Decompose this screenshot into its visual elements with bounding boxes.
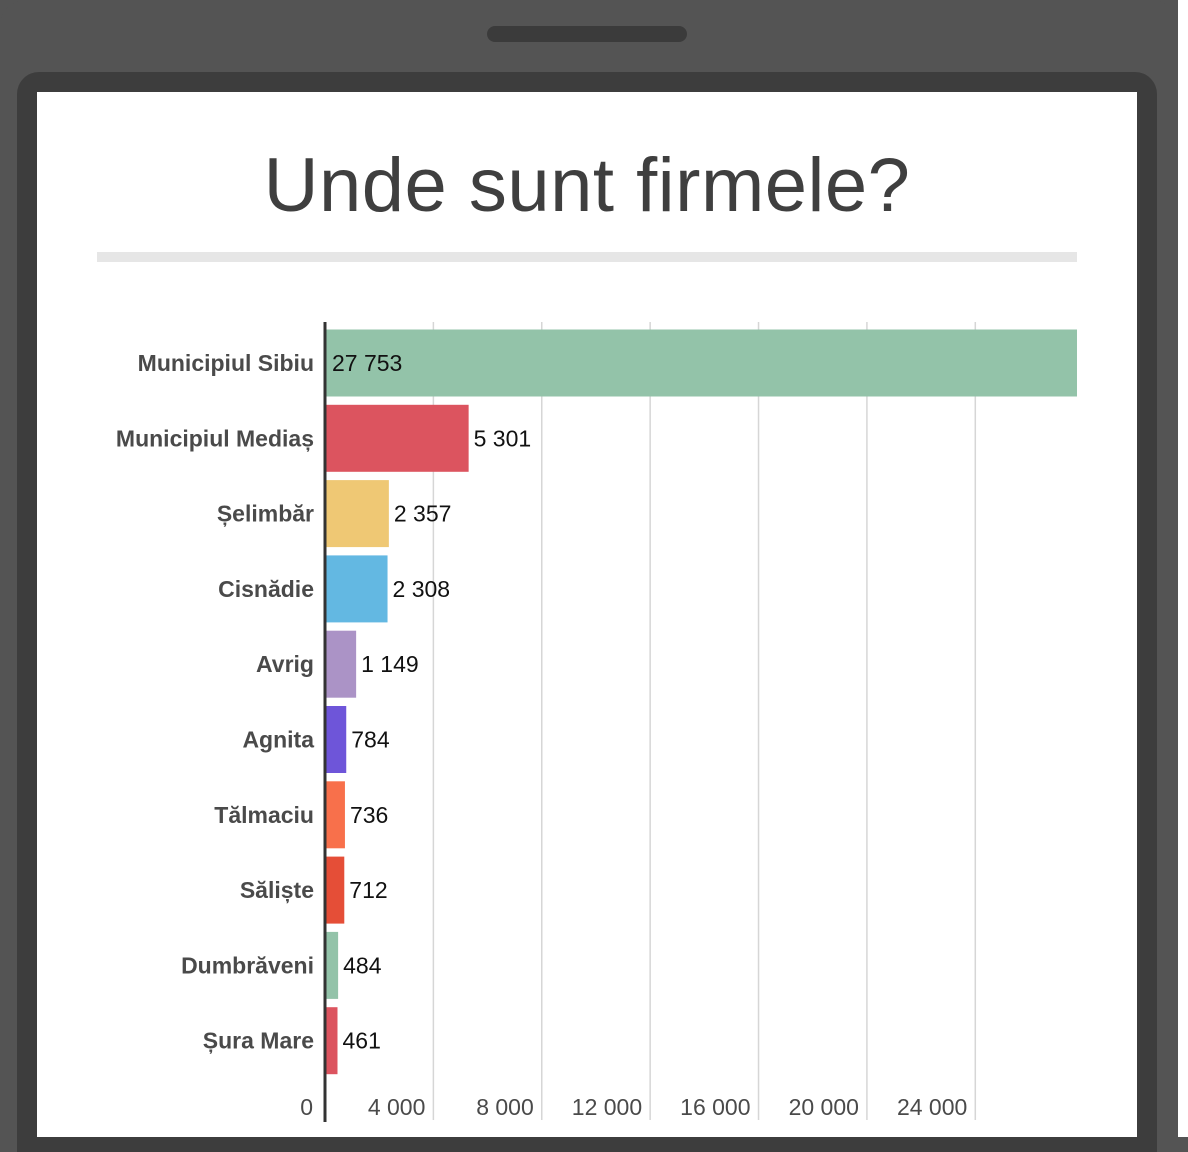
bar xyxy=(325,706,347,773)
x-tick-label: 12 000 xyxy=(572,1094,642,1120)
category-label: Municipiul Sibiu xyxy=(138,350,314,376)
value-label: 2 357 xyxy=(394,501,452,527)
bar xyxy=(325,555,388,623)
category-label: Municipiul Mediaș xyxy=(116,425,314,452)
chart-screen: Unde sunt firmele? xyxy=(37,92,1137,1137)
label-layer: Municipiul Sibiu 27 753 Municipiul Mediaș 5… xyxy=(116,350,531,1055)
value-label: 5 301 xyxy=(474,425,532,451)
value-label: 2 308 xyxy=(393,576,451,602)
x-tick-label: 8 000 xyxy=(476,1094,534,1120)
bar xyxy=(325,404,469,472)
chart-title: Unde sunt firmele? xyxy=(263,143,911,228)
device-edge xyxy=(1178,0,1188,1137)
category-label: Șelimbăr xyxy=(217,501,314,528)
value-label: 712 xyxy=(349,877,387,903)
value-label: 484 xyxy=(343,952,382,978)
value-label: 784 xyxy=(351,727,390,753)
category-label: Tălmaciu xyxy=(214,802,314,828)
bar xyxy=(325,931,339,999)
value-label: 27 753 xyxy=(332,350,402,376)
bar xyxy=(325,630,357,698)
bar xyxy=(325,781,345,849)
x-tick-label: 24 000 xyxy=(897,1094,967,1120)
bar xyxy=(325,329,1077,397)
tick-layer: 0 4 000 8 000 12 000 16 000 20 000 24 000 xyxy=(300,1094,967,1120)
category-label: Cisnădie xyxy=(218,576,314,602)
x-tick-label: 4 000 xyxy=(368,1094,426,1120)
x-tick-label: 20 000 xyxy=(789,1094,859,1120)
bar xyxy=(325,1007,338,1075)
category-label: Săliște xyxy=(240,877,314,904)
bar xyxy=(325,480,389,548)
bar xyxy=(325,856,345,924)
category-label: Agnita xyxy=(242,727,314,753)
category-label: Avrig xyxy=(256,651,314,677)
x-tick-label: 0 xyxy=(300,1094,313,1120)
bar-layer xyxy=(325,329,1077,1075)
value-label: 736 xyxy=(350,802,388,828)
value-label: 461 xyxy=(342,1028,380,1054)
x-tick-label: 16 000 xyxy=(680,1094,750,1120)
category-label: Dumbrăveni xyxy=(181,952,314,978)
value-label: 1 149 xyxy=(361,651,419,677)
device-speaker xyxy=(487,26,687,42)
title-divider xyxy=(97,252,1077,262)
category-label: Șura Mare xyxy=(203,1028,314,1055)
